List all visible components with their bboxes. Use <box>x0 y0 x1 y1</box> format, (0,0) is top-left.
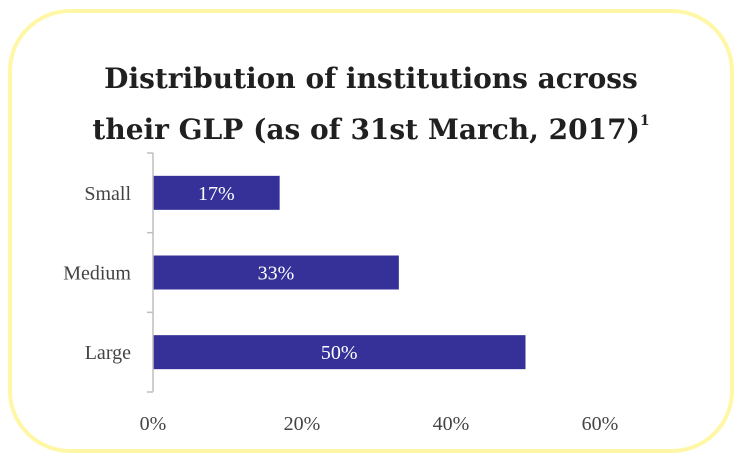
x-tick-label: 0% <box>140 413 167 435</box>
x-tick-label: 20% <box>284 413 321 435</box>
data-label-small: 17% <box>198 183 235 205</box>
category-label-small: Small <box>84 183 131 205</box>
data-label-medium: 33% <box>258 263 295 285</box>
chart-title-line1: Distribution of institutions across <box>104 62 638 95</box>
category-label-large: Large <box>85 342 131 364</box>
bar-large <box>153 335 526 370</box>
bar-small <box>153 175 280 210</box>
category-label-medium: Medium <box>63 263 131 285</box>
footnote-marker: 1 <box>639 113 650 129</box>
chart-title-line2: their GLP (as of 31st March, 2017) <box>92 113 640 146</box>
x-tick-label: 60% <box>582 413 619 435</box>
data-label-large: 50% <box>321 342 358 364</box>
bar-medium <box>153 255 399 290</box>
bars-group <box>153 175 526 370</box>
axis-group <box>147 152 154 393</box>
labels-group: 17% Small 33% Medium 50% Large 0% 20% 40% 60% <box>63 183 618 435</box>
x-tick-label: 40% <box>433 413 470 435</box>
chart-card <box>8 9 734 453</box>
chart-title: Distribution of institutions across thei… <box>0 58 742 151</box>
